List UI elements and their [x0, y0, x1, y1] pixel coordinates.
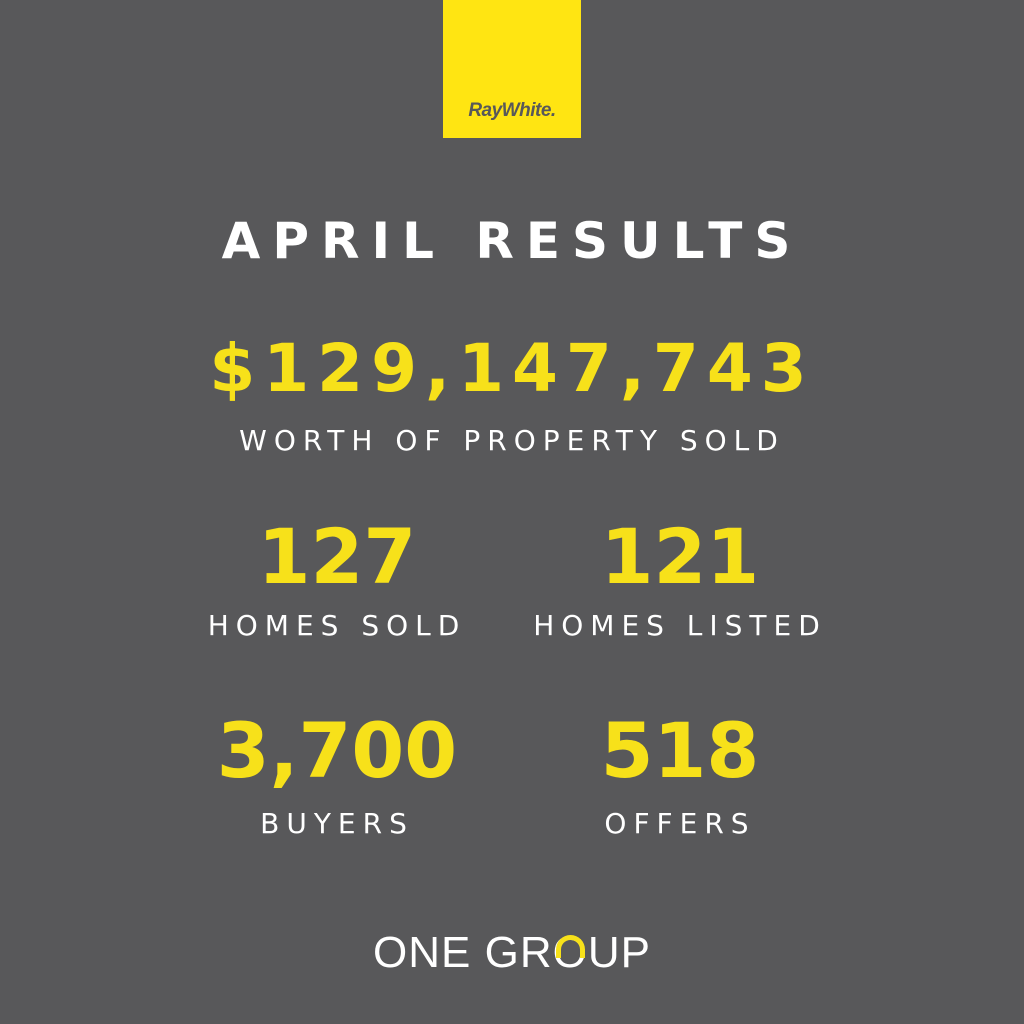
- total-sales-label: WORTH OF PROPERTY SOLD: [239, 424, 785, 457]
- page-title: APRIL RESULTS: [221, 212, 803, 270]
- logo-text-part: ONE GR: [373, 928, 553, 977]
- stat-label: HOMES LISTED: [533, 609, 827, 642]
- one-group-logo: ONE GROUP: [0, 928, 1024, 978]
- stat-homes-sold: 127 HOMES SOLD: [127, 512, 547, 642]
- ray-white-logo-text: RayWhite.: [468, 100, 556, 121]
- stat-label: BUYERS: [260, 807, 414, 840]
- logo-text-part: UP: [587, 928, 651, 977]
- logo-o-arc: O: [552, 928, 588, 977]
- stat-label: OFFERS: [604, 807, 756, 840]
- stat-label: HOMES SOLD: [207, 609, 467, 642]
- stat-value: 127: [257, 512, 417, 601]
- stat-homes-listed: 121 HOMES LISTED: [470, 512, 890, 642]
- stat-buyers: 3,700 BUYERS: [127, 706, 547, 840]
- stat-offers: 518 OFFERS: [470, 706, 890, 840]
- ray-white-logo: RayWhite.: [443, 0, 581, 138]
- stat-value: 121: [600, 512, 760, 601]
- stat-value: 3,700: [216, 706, 458, 795]
- total-sales-value: $129,147,743: [209, 330, 815, 407]
- stat-value: 518: [600, 706, 760, 795]
